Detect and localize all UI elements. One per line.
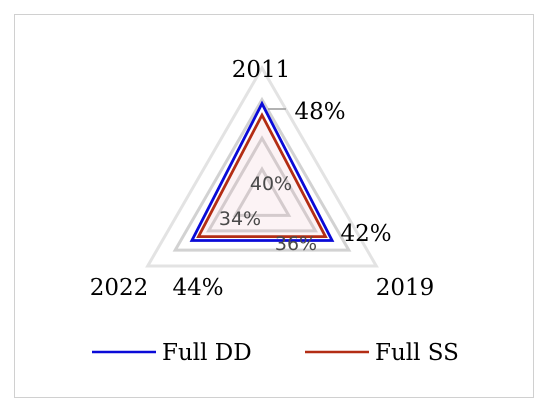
series-full-dd <box>189 100 335 242</box>
category-label-2011: 2011 <box>232 57 291 83</box>
tick-label-44: 44% <box>172 275 223 301</box>
legend-label-full-ss: Full SS <box>375 340 459 366</box>
tick-label-48: 48% <box>294 99 345 125</box>
category-label-2019: 2019 <box>376 275 435 301</box>
category-label-2022: 2022 <box>90 275 149 301</box>
grid-ring-0 <box>172 96 352 252</box>
grid-ring-outer <box>145 64 379 268</box>
legend: Full DD Full SS <box>92 340 459 366</box>
chart-frame <box>14 14 534 398</box>
tick-label-36: 36% <box>275 233 317 255</box>
legend-label-full-dd: Full DD <box>162 340 252 366</box>
tick-label-42: 42% <box>340 221 391 247</box>
grid-ring-2 <box>232 166 292 217</box>
series-full-ss <box>196 112 328 239</box>
tick-label-40: 40% <box>250 173 292 195</box>
series-layer <box>189 100 335 242</box>
grid-ring-1 <box>206 135 318 233</box>
grid <box>145 64 379 268</box>
tick-label-34: 34% <box>219 208 261 230</box>
